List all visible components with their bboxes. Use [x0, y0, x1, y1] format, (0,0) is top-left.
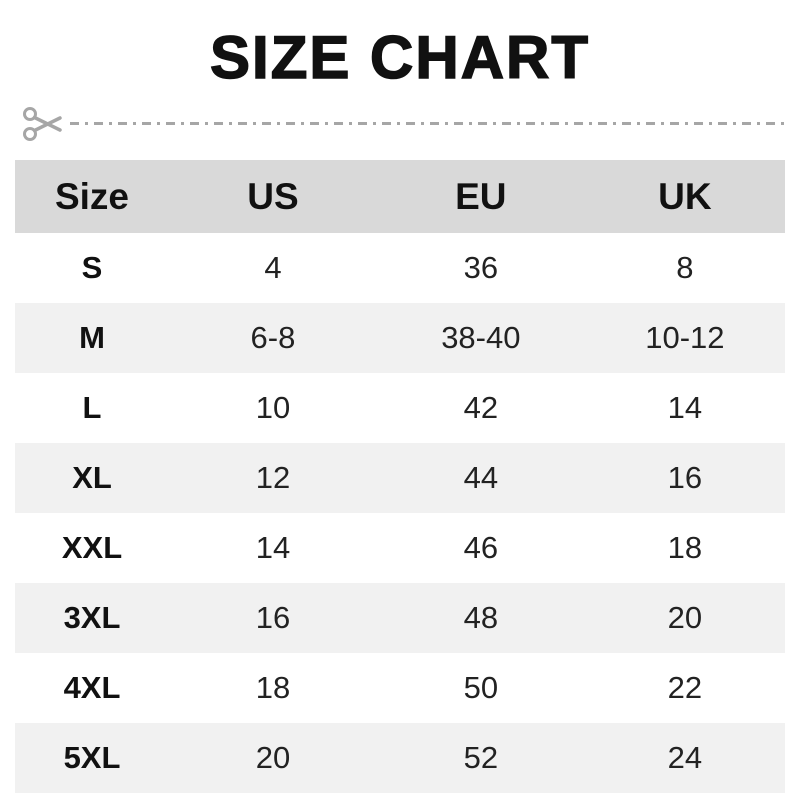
table-row: XXL 14 46 18 [15, 513, 785, 583]
size-chart-page: SIZE CHART Size US EU UK S 4 36 8 M 6-8 38-40 10-1… [0, 24, 800, 800]
table-row: 4XL 18 50 22 [15, 653, 785, 723]
cut-line [0, 102, 800, 146]
size-value-cell: 16 [255, 600, 291, 635]
size-table-body: S 4 36 8 M 6-8 38-40 10-12 L 10 42 14 XL 12 44 16 XXL 14 4… [15, 233, 785, 793]
size-conversion-table: Size US EU UK S 4 36 8 M 6-8 38-40 10-12 L 10 42 14 XL 1… [15, 160, 785, 793]
size-value-cell: 36 [463, 250, 499, 285]
size-value-cell: 48 [463, 600, 499, 635]
table-row: S 4 36 8 [15, 233, 785, 303]
size-value-cell: 22 [667, 670, 703, 705]
size-label-cell: 5XL [63, 740, 121, 775]
table-row: 3XL 16 48 20 [15, 583, 785, 653]
size-value-cell: 38-40 [441, 320, 521, 355]
column-header-size: Size [15, 160, 169, 233]
size-label-cell: 4XL [63, 670, 121, 705]
table-row: M 6-8 38-40 10-12 [15, 303, 785, 373]
table-row: XL 12 44 16 [15, 443, 785, 513]
size-value-cell: 18 [667, 530, 703, 565]
size-label-cell: XXL [61, 530, 123, 565]
header-row: Size US EU UK [15, 160, 785, 233]
size-value-cell: 6-8 [250, 320, 296, 355]
size-value-cell: 20 [255, 740, 291, 775]
column-header-uk: UK [584, 160, 785, 233]
size-value-cell: 10 [255, 390, 291, 425]
column-header-us: US [169, 160, 377, 233]
size-value-cell: 42 [463, 390, 499, 425]
dashed-cut-line [70, 122, 786, 125]
size-value-cell: 16 [667, 460, 703, 495]
size-value-cell: 50 [463, 670, 499, 705]
size-value-cell: 24 [667, 740, 703, 775]
size-value-cell: 52 [463, 740, 499, 775]
size-value-cell: 8 [676, 250, 694, 285]
size-value-cell: 46 [463, 530, 499, 565]
size-value-cell: 20 [667, 600, 703, 635]
size-value-cell: 14 [255, 530, 291, 565]
size-value-cell: 4 [264, 250, 282, 285]
page-title: SIZE CHART [209, 24, 590, 91]
table-header: Size US EU UK [15, 160, 785, 233]
scissors-icon [23, 107, 62, 141]
column-header-eu: EU [376, 160, 585, 233]
size-label-cell: 3XL [63, 600, 121, 635]
table-row: L 10 42 14 [15, 373, 785, 443]
table-row: 5XL 20 52 24 [15, 723, 785, 793]
size-label-cell: XL [72, 460, 112, 495]
size-value-cell: 44 [463, 460, 499, 495]
size-label-cell: L [82, 390, 102, 425]
size-value-cell: 12 [255, 460, 291, 495]
size-label-cell: S [81, 250, 103, 285]
size-label-cell: M [79, 320, 105, 355]
size-value-cell: 14 [667, 390, 703, 425]
size-value-cell: 10-12 [645, 320, 725, 355]
size-value-cell: 18 [255, 670, 291, 705]
